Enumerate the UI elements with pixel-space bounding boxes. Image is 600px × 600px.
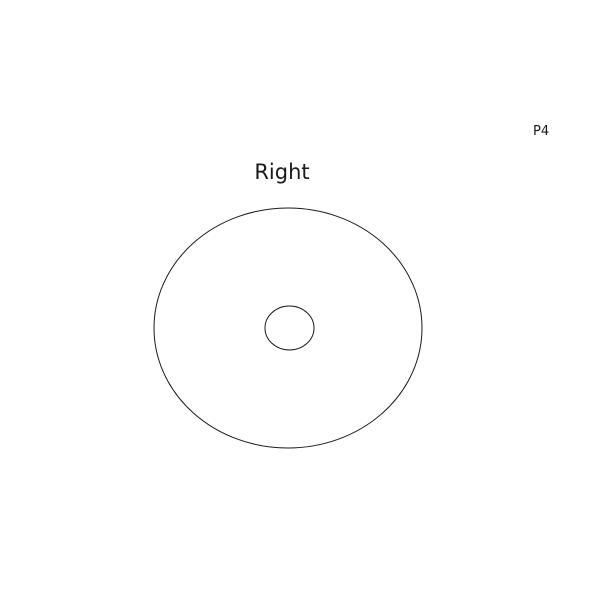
view-label: Right — [254, 160, 310, 184]
outer-ellipse — [153, 207, 423, 449]
page-id-label: P4 — [533, 124, 550, 139]
inner-hole-ellipse — [264, 305, 315, 351]
